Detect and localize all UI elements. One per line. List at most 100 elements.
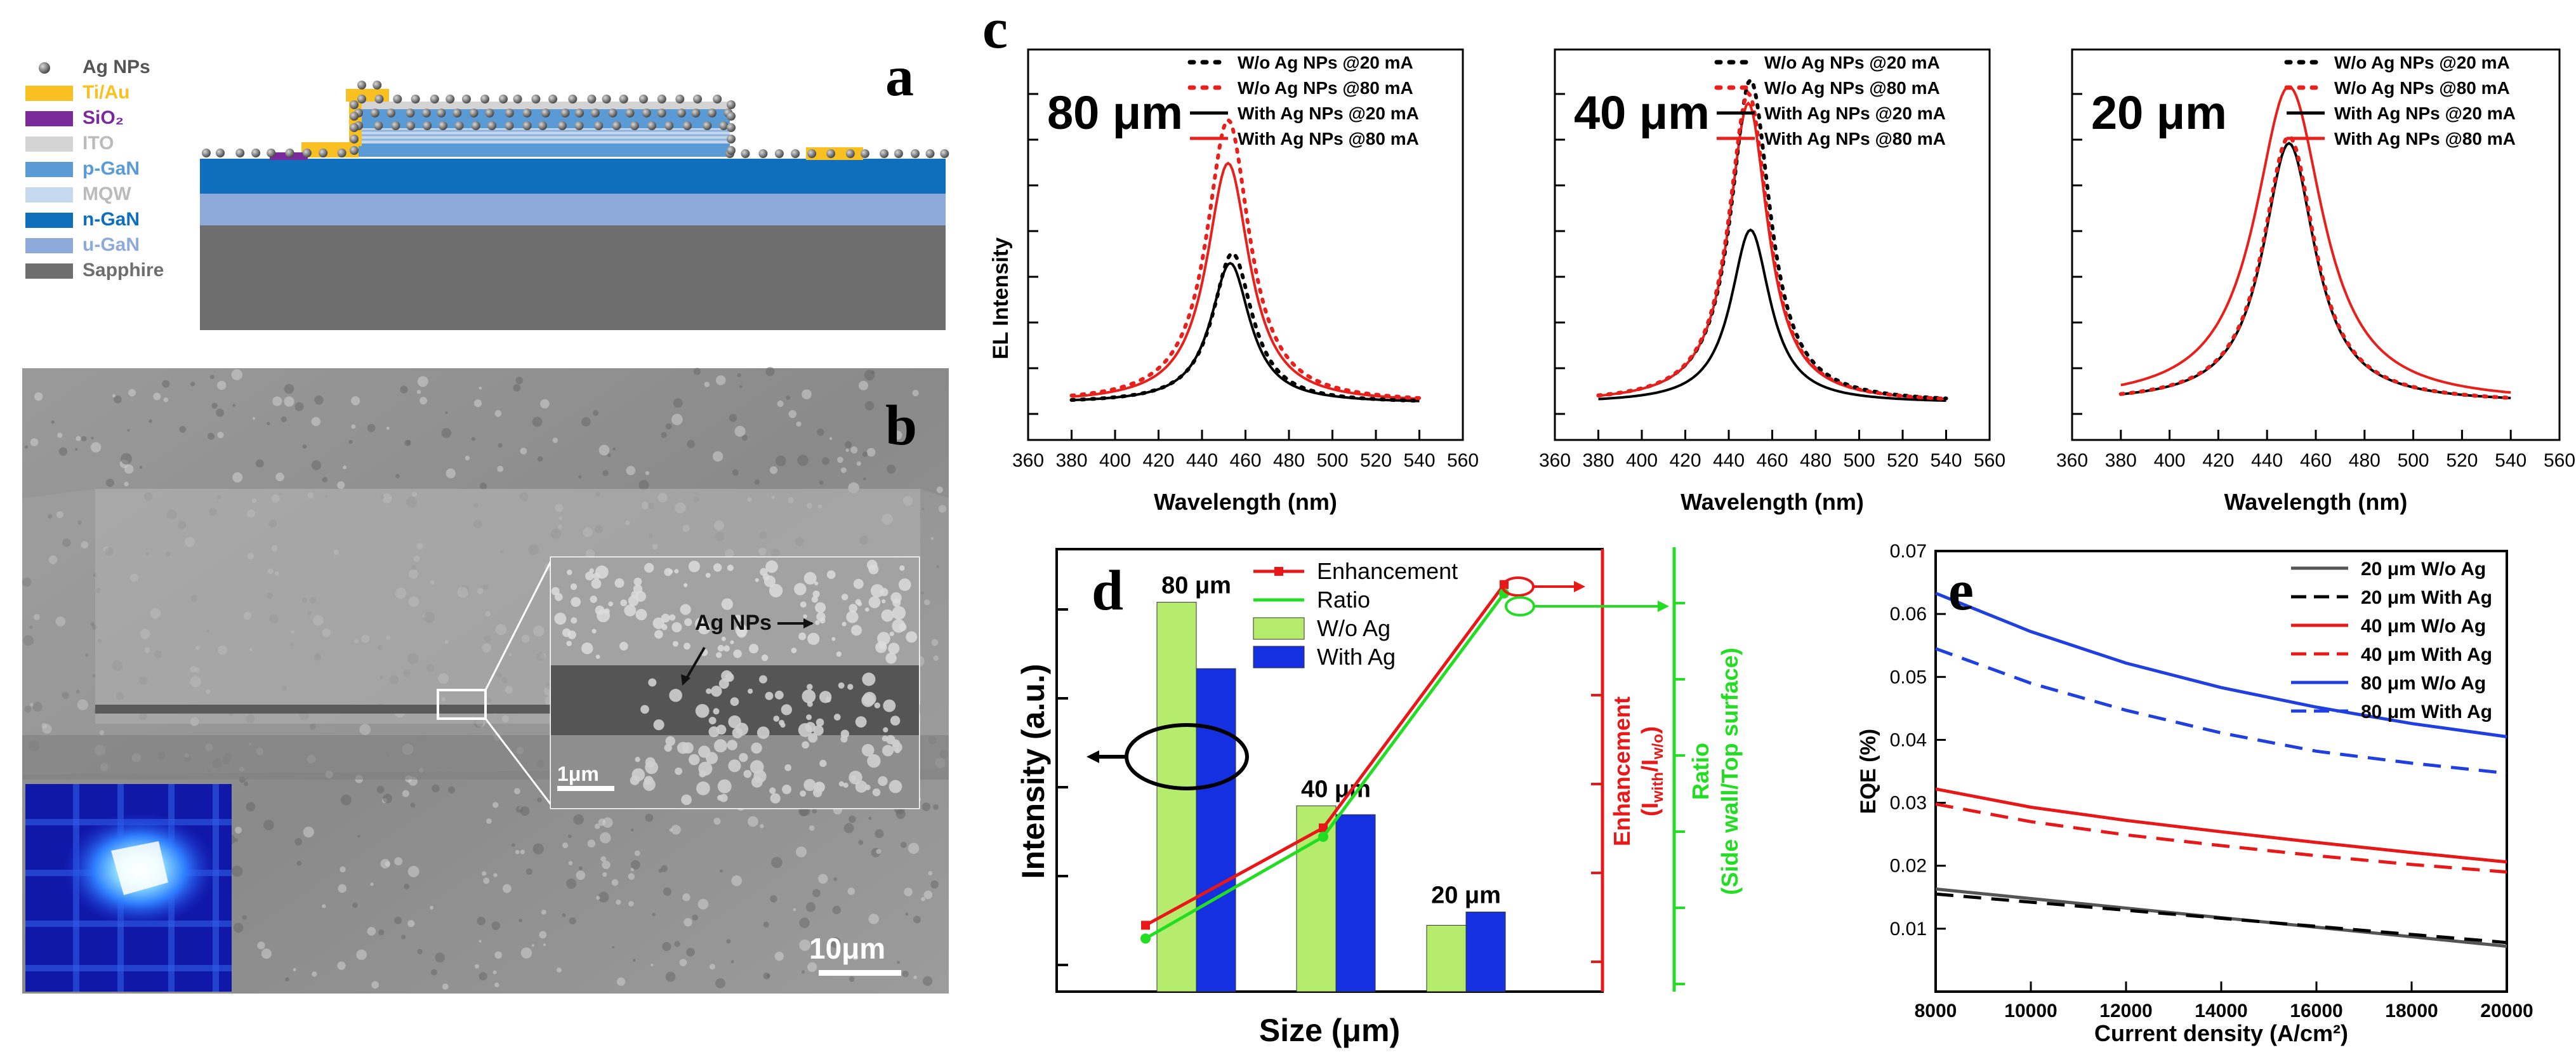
np-dot bbox=[675, 95, 685, 103]
inset-np bbox=[723, 645, 730, 652]
el-emission-photo bbox=[25, 784, 232, 992]
x-tick-label: 400 bbox=[1099, 450, 1131, 471]
x-tick-label: 540 bbox=[1403, 450, 1435, 471]
speckle bbox=[930, 537, 934, 540]
speckle bbox=[217, 380, 227, 390]
speckle bbox=[479, 972, 487, 981]
speckle bbox=[231, 369, 243, 381]
inset-np bbox=[867, 754, 881, 768]
legend-label-with-ag-nps-20-ma: With Ag NPs @20 mA bbox=[1764, 103, 1946, 123]
inset-np bbox=[765, 691, 774, 700]
ito-layer bbox=[362, 102, 729, 109]
inset-np bbox=[635, 757, 640, 762]
legend-label-w-o-ag-nps-80-ma: W/o Ag NPs @80 mA bbox=[2334, 78, 2510, 98]
speckle bbox=[556, 968, 562, 973]
speckle bbox=[479, 386, 482, 390]
legend-label-80-m-with-ag: 80 μm With Ag bbox=[2361, 702, 2492, 722]
x-tick-label: 380 bbox=[1582, 450, 1614, 471]
speckle bbox=[731, 875, 743, 886]
speckle bbox=[519, 919, 522, 922]
speckle bbox=[612, 946, 615, 949]
speckle bbox=[936, 486, 943, 493]
speckle bbox=[902, 970, 909, 978]
inset-np bbox=[868, 564, 879, 575]
np-dot bbox=[630, 121, 639, 130]
speckle bbox=[930, 880, 939, 889]
x-tick-label: 540 bbox=[2495, 450, 2526, 471]
bar-w-o-ag-40-m bbox=[1296, 805, 1337, 992]
speckle bbox=[322, 477, 327, 482]
x-tick-label: 540 bbox=[1930, 450, 1962, 471]
speckle bbox=[477, 917, 485, 926]
inset-np bbox=[567, 630, 576, 639]
speckle bbox=[432, 784, 440, 793]
speckle bbox=[686, 947, 695, 957]
speckle bbox=[351, 424, 356, 429]
speckle bbox=[596, 896, 600, 900]
inset-np bbox=[551, 587, 560, 595]
inset-np bbox=[770, 793, 781, 804]
speckle bbox=[818, 874, 828, 884]
y-tick-label: 0.06 bbox=[1890, 604, 1927, 625]
marker-ratio bbox=[1499, 588, 1509, 599]
inset-np bbox=[743, 769, 752, 778]
speckle bbox=[562, 913, 566, 917]
np-dot bbox=[350, 100, 359, 109]
speckle bbox=[928, 871, 933, 875]
speckle bbox=[833, 877, 838, 881]
inset-np bbox=[717, 794, 723, 801]
speckle bbox=[51, 420, 55, 424]
np-dot bbox=[657, 95, 666, 103]
speckle bbox=[58, 447, 68, 456]
speckle bbox=[55, 616, 66, 627]
speckle bbox=[255, 459, 264, 468]
inset-np bbox=[727, 740, 737, 750]
inset-np bbox=[892, 598, 901, 608]
speckle bbox=[843, 823, 854, 834]
eqe-chart: 0.01 0.02 0.03 0.04 0.05 0.06 0.07 8000 10000 120… bbox=[1856, 541, 2533, 1046]
inset-np bbox=[774, 690, 784, 700]
inset-np bbox=[671, 622, 682, 633]
speckle bbox=[887, 464, 896, 474]
np-dot bbox=[513, 95, 522, 103]
inset-np bbox=[730, 697, 739, 707]
speckle bbox=[822, 457, 830, 465]
legend-label-sio: SiO₂ bbox=[83, 107, 124, 128]
speckle bbox=[471, 437, 475, 441]
inset-np bbox=[727, 564, 734, 571]
inset-np bbox=[589, 568, 595, 573]
bar-with-ag-20-m bbox=[1465, 912, 1506, 992]
speckle bbox=[407, 920, 415, 928]
speckle bbox=[587, 839, 596, 848]
inset-np bbox=[730, 640, 734, 644]
series-20-m-with-ag bbox=[1935, 892, 2507, 945]
x-tick-label: 360 bbox=[2056, 450, 2088, 471]
speckle bbox=[673, 398, 683, 408]
inset-scale-bar bbox=[557, 786, 614, 791]
ag-np-swatch bbox=[39, 62, 50, 74]
legend-label-with-ag: With Ag bbox=[1317, 644, 1396, 670]
speckle bbox=[921, 896, 925, 901]
marker-enhancement bbox=[1319, 823, 1328, 833]
speckle bbox=[868, 914, 879, 924]
u-gan-layer bbox=[200, 190, 946, 225]
speckle bbox=[858, 840, 864, 846]
inset-np bbox=[853, 578, 864, 589]
speckle bbox=[114, 395, 122, 404]
speckle bbox=[817, 428, 824, 436]
speckle bbox=[430, 969, 437, 976]
inset-np bbox=[706, 688, 712, 695]
inset-np bbox=[591, 628, 597, 634]
inset-np bbox=[748, 688, 753, 694]
np-dot bbox=[505, 121, 514, 130]
speckle bbox=[598, 444, 610, 456]
inset-np bbox=[570, 583, 578, 590]
speckle bbox=[294, 838, 303, 846]
inset-np bbox=[571, 617, 578, 624]
speckle bbox=[537, 456, 543, 462]
speckle bbox=[895, 809, 906, 819]
x-axis-label: Wavelength (nm) bbox=[1154, 489, 1337, 515]
speckle bbox=[905, 912, 909, 916]
zoom-line-bottom bbox=[484, 718, 553, 807]
